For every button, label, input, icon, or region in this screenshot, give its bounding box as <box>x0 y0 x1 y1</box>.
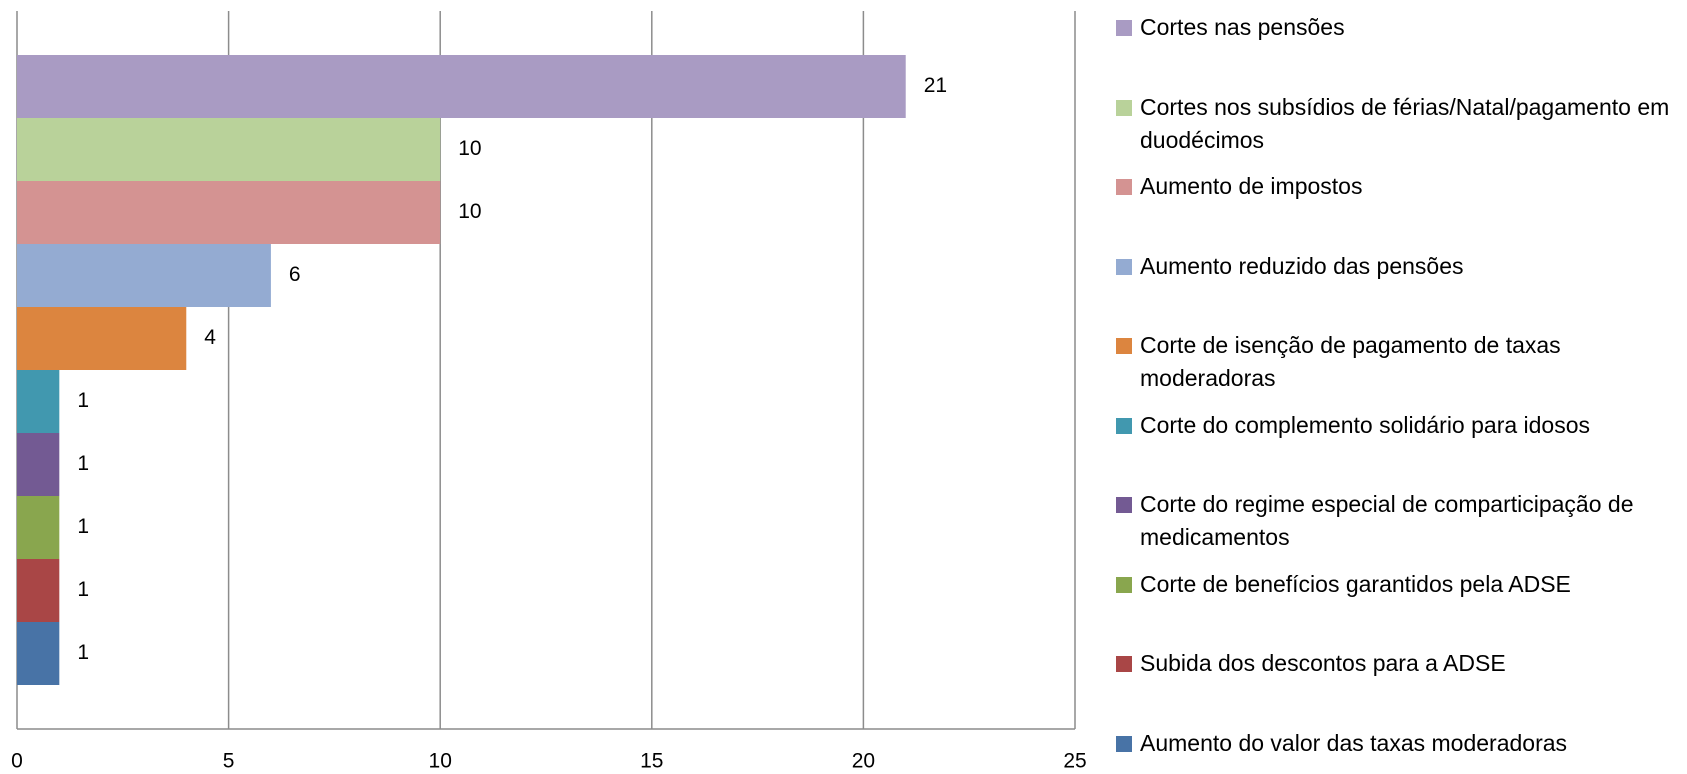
bar <box>17 559 60 622</box>
data-label: 10 <box>458 137 481 160</box>
legend-swatch <box>1116 497 1132 513</box>
legend-entry: Corte de benefícios garantidos pela ADSE <box>1116 568 1676 601</box>
data-label: 1 <box>77 452 89 475</box>
legend-label: Aumento do valor das taxas moderadoras <box>1140 729 1568 756</box>
legend-label: Aumento de impostos <box>1140 173 1363 199</box>
legend-label: Corte do regime especial de comparticipa… <box>1140 491 1634 550</box>
x-tick-label: 20 <box>852 750 875 773</box>
bar <box>17 433 60 496</box>
legend-swatch <box>1116 417 1132 434</box>
data-label: 10 <box>458 200 481 223</box>
data-label: 1 <box>77 515 89 538</box>
legend-swatch <box>1116 576 1132 593</box>
legend-entry: Corte do regime especial de comparticipa… <box>1116 488 1676 554</box>
data-label: 21 <box>924 74 947 97</box>
legend-label: Corte de isenção de pagamento de taxas m… <box>1140 332 1561 391</box>
legend-label: Subida dos descontos para a ADSE <box>1140 650 1506 676</box>
legend-label: Cortes nos subsídios de férias/Natal/pag… <box>1140 93 1670 153</box>
data-label: 1 <box>77 389 89 412</box>
legend-entry: Aumento reduzido das pensões <box>1116 250 1676 283</box>
legend-swatch <box>1116 735 1132 752</box>
legend-entry: Aumento de impostos <box>1116 170 1676 203</box>
x-tick-label: 10 <box>429 750 452 773</box>
legend-entry: Cortes nas pensões <box>1116 11 1676 44</box>
legend-entry: Cortes nos subsídios de férias/Natal/pag… <box>1116 91 1676 157</box>
bar <box>17 55 906 118</box>
legend-label: Aumento reduzido das pensões <box>1140 252 1464 279</box>
legend-entry: Subida dos descontos para a ADSE <box>1116 647 1676 680</box>
bar <box>17 118 441 181</box>
legend-label: Corte de benefícios garantidos pela ADSE <box>1140 570 1571 597</box>
legend-swatch <box>1116 338 1132 354</box>
bar <box>17 622 60 685</box>
legend-swatch <box>1116 99 1132 116</box>
legend-entry: Aumento do valor das taxas moderadoras <box>1116 727 1676 760</box>
bar <box>17 496 60 559</box>
legend-swatch <box>1116 20 1132 36</box>
bar <box>17 181 441 244</box>
legend-label: Corte do complemento solidário para idos… <box>1140 411 1591 438</box>
legend-swatch <box>1116 656 1132 672</box>
bar <box>17 307 187 370</box>
x-tick-label: 0 <box>11 750 23 773</box>
legend-swatch <box>1116 179 1132 195</box>
data-label: 1 <box>77 641 89 664</box>
x-tick-label: 15 <box>640 750 663 773</box>
data-label: 6 <box>289 263 301 286</box>
legend-swatch <box>1116 258 1132 275</box>
legend-label: Cortes nas pensões <box>1140 14 1345 40</box>
x-tick-label: 25 <box>1063 750 1086 773</box>
bar <box>17 370 60 433</box>
legend-entry: Corte do complemento solidário para idos… <box>1116 409 1676 442</box>
x-tick-label: 5 <box>223 750 235 773</box>
data-label: 4 <box>204 326 216 349</box>
bar <box>17 244 271 307</box>
data-label: 1 <box>77 578 89 601</box>
legend-entry: Corte de isenção de pagamento de taxas m… <box>1116 329 1676 395</box>
